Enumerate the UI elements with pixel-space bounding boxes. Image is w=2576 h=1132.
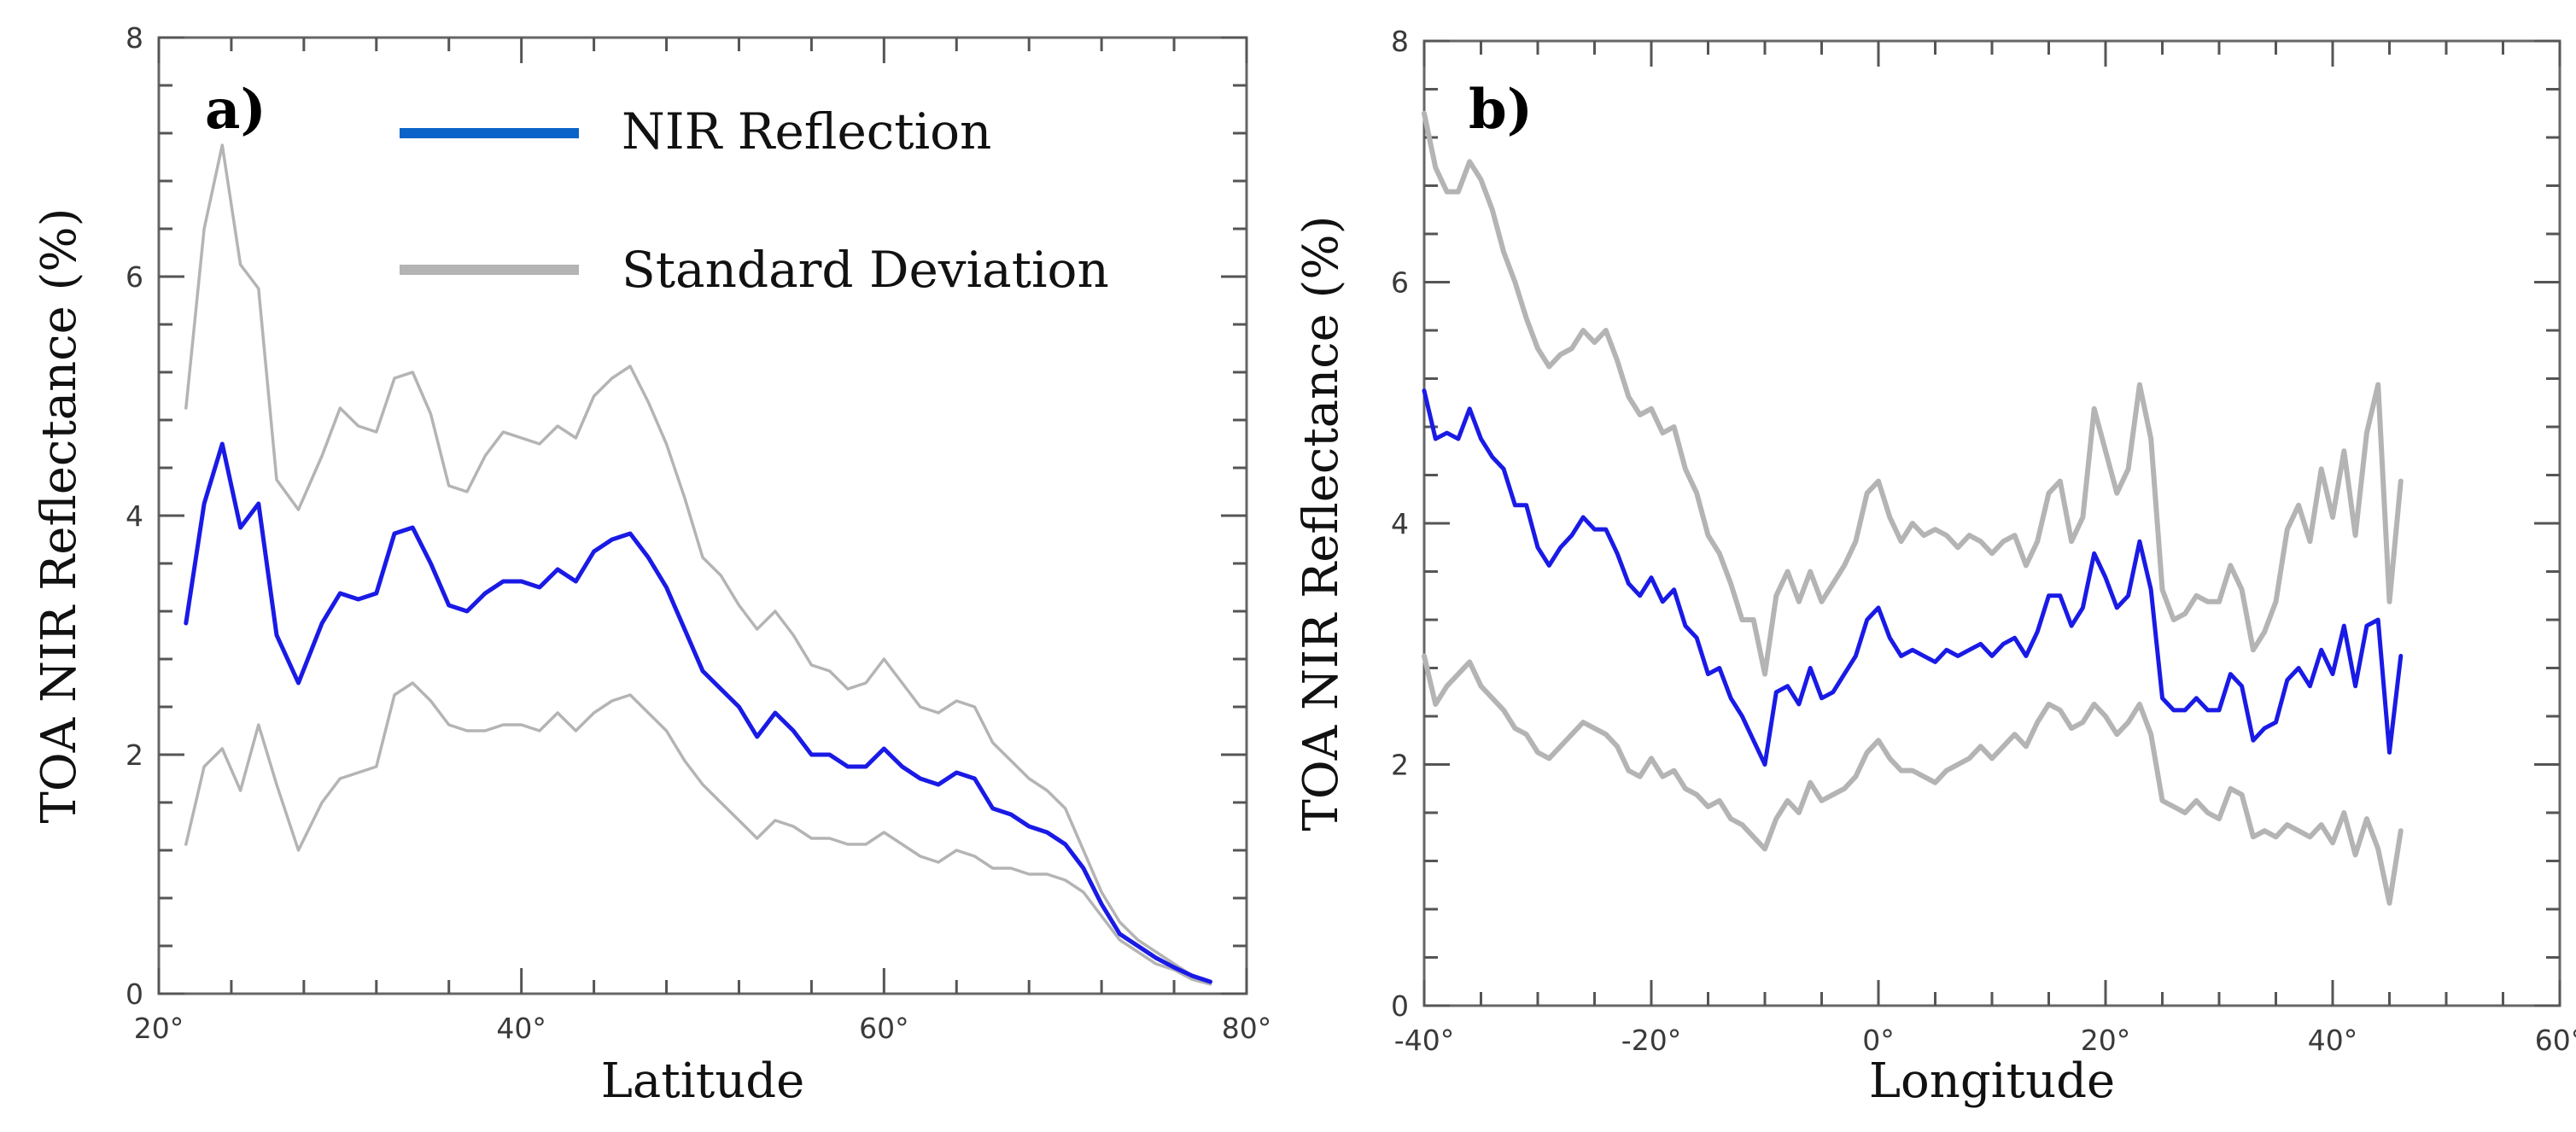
y-axis-title-b: TOA NIR Reflectance (%) <box>1294 216 1349 831</box>
x-axis-title-a: Latitude <box>601 1053 805 1109</box>
y-tick-label: 4 <box>1391 507 1409 540</box>
x-tick-label: -20° <box>1621 1024 1681 1057</box>
y-tick-label: 6 <box>1391 266 1409 300</box>
x-tick-label: 20° <box>2081 1024 2131 1057</box>
x-tick-label: 80° <box>1222 1012 1272 1045</box>
series-line-std-upper <box>184 143 1212 983</box>
y-tick-label: 2 <box>126 738 143 772</box>
plot-frame-b <box>1422 39 2561 1007</box>
series-a <box>184 143 1212 986</box>
series-line-nir-reflection <box>184 441 1212 984</box>
x-tick-label: 0° <box>1862 1024 1895 1057</box>
tick-labels-a: 0 2 4 6 8 20° 40° 60° 80° <box>126 21 1271 1045</box>
y-tick-label: 8 <box>1391 25 1409 58</box>
x-axis-title-b: Longitude <box>1869 1053 2115 1109</box>
legend-label-std: Standard Deviation <box>622 241 1109 299</box>
x-tick-label: 60° <box>859 1012 909 1045</box>
x-tick-label: 40° <box>496 1012 546 1045</box>
series-b <box>1422 110 2404 906</box>
series-line-nir-reflection <box>1422 388 2404 767</box>
panel-b: 0 2 4 6 8 -40° -20° 0° 20° 40° 60° b) Longitude TO… <box>1294 25 2576 1109</box>
y-tick-label: 0 <box>1391 989 1409 1023</box>
series-line-std-lower <box>1422 653 2404 906</box>
panel-label-b: b) <box>1469 78 1533 142</box>
y-tick-label: 8 <box>126 21 143 55</box>
panel-label-a: a) <box>205 78 266 142</box>
y-tick-label: 4 <box>126 499 143 533</box>
axes-a <box>157 36 1248 995</box>
legend: NIR Reflection Standard Deviation <box>400 102 1109 299</box>
y-tick-label: 2 <box>1391 749 1409 782</box>
series-line-std-lower <box>184 681 1212 986</box>
axes-b <box>1422 39 2561 1007</box>
y-tick-label: 6 <box>126 260 143 294</box>
tick-labels-b: 0 2 4 6 8 -40° -20° 0° 20° 40° 60° <box>1391 25 2576 1057</box>
y-axis-title-a: TOA NIR Reflectance (%) <box>32 208 87 824</box>
x-tick-label: 60° <box>2535 1024 2576 1057</box>
x-tick-label: -40° <box>1394 1024 1454 1057</box>
x-tick-label: 20° <box>134 1012 184 1045</box>
series-line-std-upper <box>1422 110 2404 677</box>
legend-label-nir: NIR Reflection <box>622 102 991 160</box>
y-tick-label: 0 <box>126 977 143 1011</box>
panel-a: 0 2 4 6 8 20° 40° 60° 80° a) NIR Reflection Stan… <box>32 21 1271 1109</box>
x-tick-label: 40° <box>2308 1024 2358 1057</box>
